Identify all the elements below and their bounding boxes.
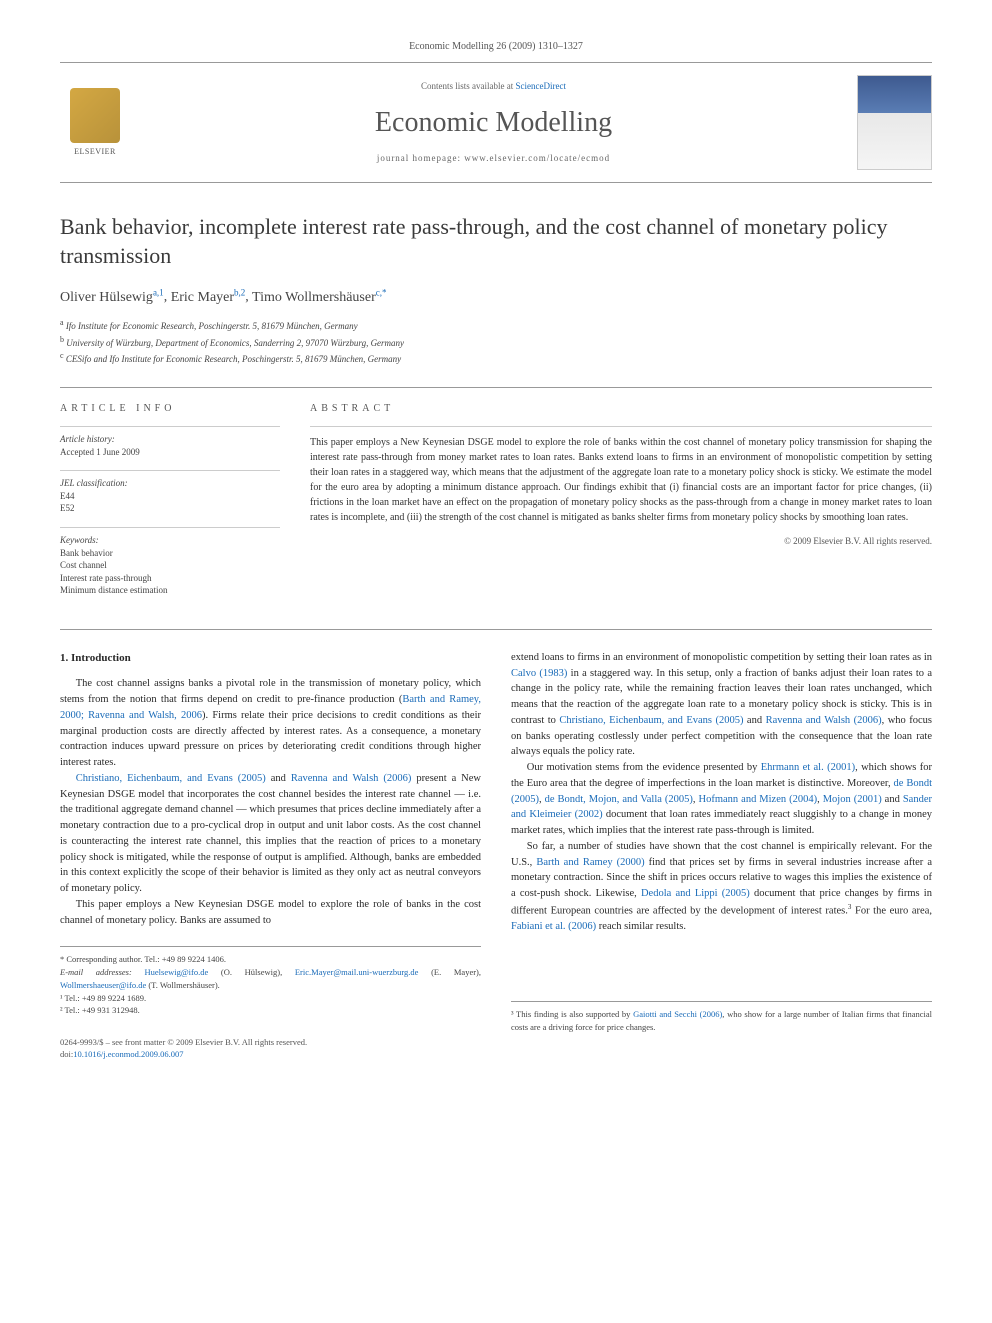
jel-label: JEL classification: — [60, 477, 280, 490]
issn-line: 0264-9993/$ – see front matter © 2009 El… — [60, 1037, 481, 1049]
author-3: Timo Wollmershäuserc,* — [252, 290, 386, 305]
tel-1: ¹ Tel.: +49 89 9224 1689. — [60, 992, 481, 1005]
footer-copyright: 0264-9993/$ – see front matter © 2009 El… — [60, 1037, 481, 1061]
paragraph: Christiano, Eichenbaum, and Evans (2005)… — [60, 771, 481, 897]
contents-prefix: Contents lists available at — [421, 81, 515, 91]
article-info-heading: ARTICLE INFO — [60, 402, 280, 416]
body-text: 1. Introduction The cost channel assigns… — [60, 650, 932, 1061]
email-link-3[interactable]: Wollmershaeuser@ifo.de — [60, 980, 146, 990]
publisher-logo: ELSEVIER — [60, 83, 130, 163]
publisher-name: ELSEVIER — [74, 146, 116, 157]
author-2: Eric Mayerb,2 — [171, 290, 246, 305]
affiliation-b: University of Würzburg, Department of Ec… — [66, 338, 404, 348]
section-divider-2 — [60, 629, 932, 630]
abstract-heading: ABSTRACT — [310, 402, 932, 416]
masthead: ELSEVIER Contents lists available at Sci… — [60, 62, 932, 183]
section-heading: 1. Introduction — [60, 650, 481, 667]
author-1: Oliver Hülsewiga,1 — [60, 290, 164, 305]
citation-header: Economic Modelling 26 (2009) 1310–1327 — [60, 40, 932, 54]
homepage-prefix: journal homepage: — [377, 153, 464, 163]
journal-cover-thumbnail — [857, 75, 932, 170]
keywords-label: Keywords: — [60, 534, 280, 547]
tel-2: ² Tel.: +49 931 312948. — [60, 1004, 481, 1017]
right-footnote: ³ This finding is also supported by Gaio… — [511, 1001, 932, 1034]
contents-available: Contents lists available at ScienceDirec… — [130, 80, 857, 93]
paragraph: This paper employs a New Keynesian DSGE … — [60, 897, 481, 929]
homepage-url[interactable]: www.elsevier.com/locate/ecmod — [464, 153, 610, 163]
abstract-panel: ABSTRACT This paper employs a New Keynes… — [310, 402, 932, 609]
sciencedirect-link[interactable]: ScienceDirect — [516, 81, 566, 91]
keyword-1: Bank behavior — [60, 547, 280, 560]
abstract-copyright: © 2009 Elsevier B.V. All rights reserved… — [310, 535, 932, 548]
corresponding-author: * Corresponding author. Tel.: +49 89 922… — [60, 953, 481, 966]
paragraph: So far, a number of studies have shown t… — [511, 839, 932, 935]
elsevier-tree-icon — [70, 88, 120, 143]
email-addresses: E-mail addresses: Huelsewig@ifo.de (O. H… — [60, 966, 481, 992]
history-label: Article history: — [60, 433, 280, 446]
jel-code-1: E44 — [60, 490, 280, 503]
article-info-panel: ARTICLE INFO Article history: Accepted 1… — [60, 402, 280, 609]
email-link-1[interactable]: Huelsewig@ifo.de — [144, 967, 208, 977]
journal-title: Economic Modelling — [130, 103, 857, 142]
right-column: extend loans to firms in an environment … — [511, 650, 932, 1061]
doi-link[interactable]: 10.1016/j.econmod.2009.06.007 — [73, 1049, 183, 1059]
keyword-3: Interest rate pass-through — [60, 572, 280, 585]
paragraph: The cost channel assigns banks a pivotal… — [60, 676, 481, 771]
keyword-2: Cost channel — [60, 559, 280, 572]
affiliation-c: CESifo and Ifo Institute for Economic Re… — [66, 354, 401, 364]
affiliations: a Ifo Institute for Economic Research, P… — [60, 317, 932, 367]
journal-homepage: journal homepage: www.elsevier.com/locat… — [130, 152, 857, 165]
article-title: Bank behavior, incomplete interest rate … — [60, 213, 932, 270]
left-footnotes: * Corresponding author. Tel.: +49 89 922… — [60, 946, 481, 1017]
section-divider — [60, 387, 932, 388]
paragraph: extend loans to firms in an environment … — [511, 650, 932, 760]
doi-label: doi: — [60, 1049, 73, 1059]
paragraph: Our motivation stems from the evidence p… — [511, 760, 932, 839]
keyword-4: Minimum distance estimation — [60, 584, 280, 597]
jel-code-2: E52 — [60, 502, 280, 515]
abstract-text: This paper employs a New Keynesian DSGE … — [310, 426, 932, 525]
accepted-date: Accepted 1 June 2009 — [60, 446, 280, 459]
left-column: 1. Introduction The cost channel assigns… — [60, 650, 481, 1061]
affiliation-a: Ifo Institute for Economic Research, Pos… — [66, 321, 358, 331]
email-link-2[interactable]: Eric.Mayer@mail.uni-wuerzburg.de — [295, 967, 419, 977]
authors-line: Oliver Hülsewiga,1, Eric Mayerb,2, Timo … — [60, 286, 932, 307]
